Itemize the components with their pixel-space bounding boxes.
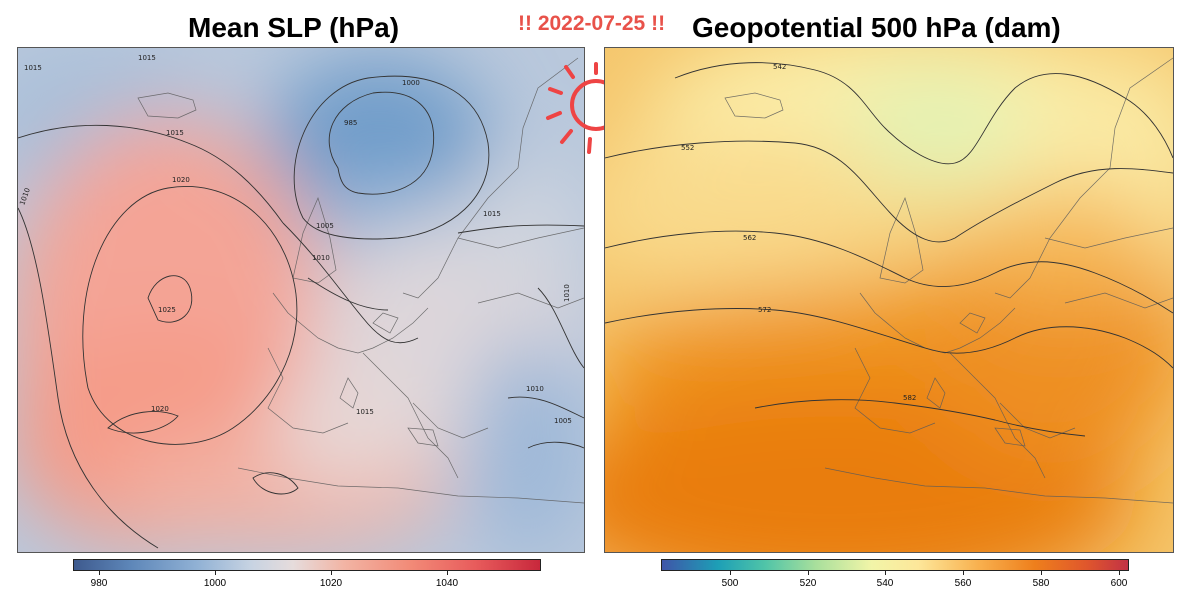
z500-map: 542 552 562 572 582: [605, 48, 1173, 552]
z500-contour-labels: 542 552 562 572 582: [681, 63, 916, 402]
slp-colorbar-tick: [215, 571, 216, 575]
slp-contour-label: 1015: [24, 64, 42, 72]
z500-colorbar-tick: [808, 571, 809, 575]
z500-contour-label: 542: [773, 63, 786, 71]
z500-map-panel[interactable]: 542 552 562 572 582: [604, 47, 1174, 553]
z500-colorbar: [661, 559, 1129, 571]
slp-map-title: Mean SLP (hPa): [188, 12, 400, 43]
slp-map: 1015 1015 1000 985 1015 1020 1010 1005 1…: [18, 48, 584, 552]
z500-field: [605, 48, 1173, 552]
z500-colorbar-tick: [885, 571, 886, 575]
slp-contour-label: 1025: [158, 306, 176, 314]
date-label: !! 2022-07-25 !!: [518, 12, 666, 35]
z500-map-title: Geopotential 500 hPa (dam): [692, 12, 1061, 43]
slp-contour-label: 1010: [312, 254, 330, 262]
slp-colorbar-label: 1040: [435, 578, 459, 589]
slp-contour-label: 1020: [172, 176, 190, 184]
slp-contour-label: 1000: [402, 79, 420, 87]
z500-colorbar-tick: [1119, 571, 1120, 575]
z500-colorbar-label: 500: [721, 578, 739, 589]
z500-colorbar-label: 560: [954, 578, 972, 589]
slp-contour-label: 1015: [138, 54, 156, 62]
slp-colorbar-label: 1000: [203, 578, 227, 589]
slp-contour-label: 1005: [554, 417, 572, 425]
slp-colorbar-label: 980: [90, 578, 108, 589]
z500-colorbar-tick: [963, 571, 964, 575]
slp-colorbar-tick: [447, 571, 448, 575]
slp-contour-label: 1010: [563, 284, 571, 302]
z500-colorbar-label: 520: [799, 578, 817, 589]
slp-colorbar-tick: [99, 571, 100, 575]
z500-colorbar-label: 600: [1110, 578, 1128, 589]
slp-contour-label: 1010: [526, 385, 544, 393]
slp-colorbar-tick: [331, 571, 332, 575]
z500-colorbar-tick: [730, 571, 731, 575]
z500-contour-label: 572: [758, 306, 771, 314]
z500-contours: [605, 62, 1173, 437]
slp-contour-label: 1015: [483, 210, 501, 218]
z500-colorbar-label: 580: [1032, 578, 1050, 589]
z500-colorbar-label: 540: [876, 578, 894, 589]
z500-contour-label: 562: [743, 234, 756, 242]
z500-landmasses: [724, 57, 1173, 504]
z500-colorbar-tick: [1041, 571, 1042, 575]
z500-contour-label: 552: [681, 144, 694, 152]
slp-map-panel[interactable]: 1015 1015 1000 985 1015 1020 1010 1005 1…: [17, 47, 585, 553]
slp-colorbar-label: 1020: [319, 578, 343, 589]
slp-landmasses: [137, 57, 584, 504]
slp-colorbar: [73, 559, 541, 571]
slp-contour-label: 985: [344, 119, 357, 127]
slp-field: [18, 48, 584, 552]
z500-contour-label: 582: [903, 394, 916, 402]
slp-contour-label: 1005: [316, 222, 334, 230]
slp-contours: [18, 75, 584, 549]
slp-contour-label: 1015: [166, 129, 184, 137]
slp-contour-label: 1015: [356, 408, 374, 416]
slp-contour-label: 1020: [151, 405, 169, 413]
